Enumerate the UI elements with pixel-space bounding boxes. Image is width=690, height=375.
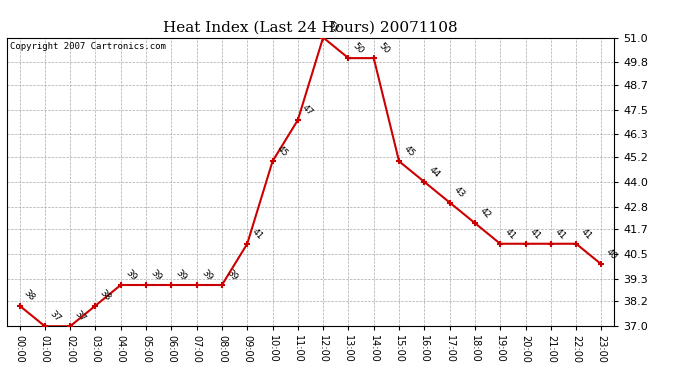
Text: 44: 44 [427,165,442,179]
Text: 41: 41 [579,226,593,241]
Text: 39: 39 [124,268,138,282]
Text: 50: 50 [377,41,391,56]
Text: 41: 41 [529,226,543,241]
Text: 37: 37 [48,309,62,324]
Text: 42: 42 [477,206,492,220]
Text: 37: 37 [73,309,88,324]
Text: 43: 43 [453,185,467,200]
Text: 47: 47 [301,103,315,117]
Text: 38: 38 [22,288,37,303]
Text: 45: 45 [402,144,416,159]
Text: 41: 41 [250,226,264,241]
Text: 39: 39 [199,268,214,282]
Text: Copyright 2007 Cartronics.com: Copyright 2007 Cartronics.com [10,42,166,51]
Text: 39: 39 [174,268,188,282]
Text: 39: 39 [149,268,164,282]
Text: 41: 41 [553,226,568,241]
Text: 39: 39 [225,268,239,282]
Text: 45: 45 [275,144,290,159]
Title: Heat Index (Last 24 Hours) 20071108: Heat Index (Last 24 Hours) 20071108 [164,21,457,35]
Text: 50: 50 [351,41,366,56]
Text: 38: 38 [98,288,112,303]
Text: 41: 41 [503,226,518,241]
Text: 40: 40 [604,247,619,262]
Text: 51: 51 [326,20,340,35]
